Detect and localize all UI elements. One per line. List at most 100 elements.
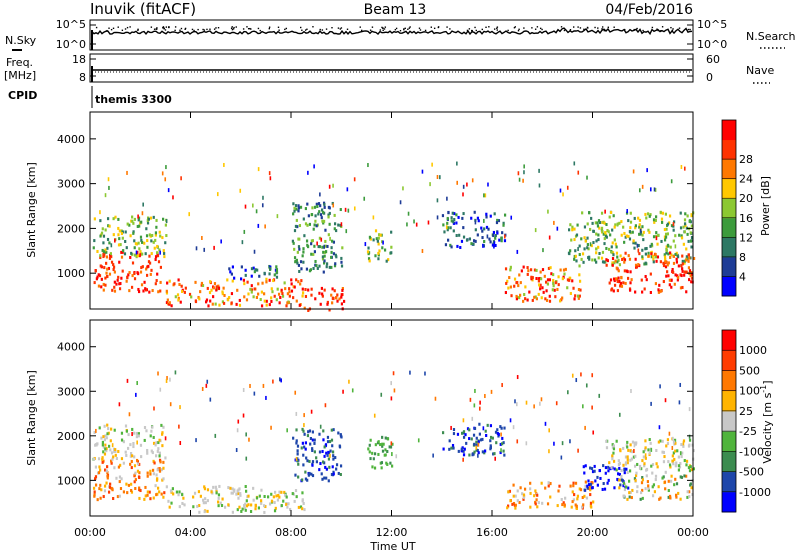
power-echo-cell [255,295,259,299]
power-echo-cell [112,263,115,267]
velocity-echo-cell [633,477,637,481]
velocity-echo-cell [326,440,330,444]
power-echo-cell [163,251,166,255]
velocity-echo-cell [468,453,471,457]
power-echo-cell [615,277,618,281]
velocity-echo-cell [120,477,123,481]
power-echo-cell [506,279,509,283]
velocity-echo-cell [196,504,199,508]
velocity-echo-cell [672,451,675,455]
power-echo-cell [606,229,609,233]
power-echo-cell [590,244,593,248]
velocity-echo-cell [499,442,502,446]
nsearch-point [325,28,328,30]
power-echo-cell [299,205,303,209]
velocity-echo-cell [311,447,314,451]
velocity-echo-cell [99,496,102,500]
velocity-echo-cell [156,468,159,472]
velocity-echo-cell [636,490,639,494]
velocity-echo-cell [685,463,688,467]
power-echo-cell [151,289,154,293]
velocity-echo-cell [332,472,335,476]
power-echo-cell [221,290,224,294]
nsearch-point [285,27,288,30]
velocity-echo-cell [598,469,602,473]
velocity-echo-cell [130,454,134,458]
power-echo-cell [639,228,642,233]
velocity-echo-cell [368,443,371,447]
power-echo-cell [573,227,576,231]
power-colorbar-swatch [722,159,736,180]
power-echo-cell [194,280,197,284]
velocity-echo-cell [666,438,670,442]
power-echo-cell [673,282,676,286]
velocity-echo-cell [282,499,285,503]
velocity-echo-cell [686,495,689,499]
velocity-echo-cell [492,452,495,456]
velocity-echo-cell [302,429,305,433]
velocity-echo-cell [643,448,647,452]
velocity-echo-cell [202,501,205,505]
power-echo-cell [462,184,465,189]
velocity-echo-cell [116,495,120,499]
velocity-echo-cell [318,450,322,454]
power-echo-cell [683,230,686,234]
power-echo-cell [104,193,107,198]
velocity-echo-cell [541,501,544,505]
power-echo-cell [324,244,327,248]
power-echo-cell [632,169,635,174]
velocity-echo-cell [584,425,586,430]
power-colorbar-tick-label: 8 [739,251,746,264]
velocity-echo-cell [162,477,165,481]
power-echo-cell [685,247,688,251]
power-echo-cell [340,295,343,299]
velocity-echo-cell [582,465,585,469]
power-echo-cell [331,301,334,305]
power-echo-cell [562,192,564,197]
velocity-echo-cell [386,450,389,454]
power-echo-cell [678,233,681,237]
nsearch-point [95,26,98,29]
power-echo-cell [245,298,249,302]
power-echo-cell [586,246,589,250]
velocity-echo-cell [330,472,334,476]
nsearch-point [513,27,516,29]
velocity-echo-cell [473,403,476,408]
velocity-echo-cell [667,495,670,499]
nsearch-point [202,28,204,31]
power-echo-cell [333,264,337,268]
power-echo-cell [293,247,296,251]
power-echo-cell [680,236,684,240]
power-echo-cell [456,180,459,185]
velocity-echo-cell [533,404,535,409]
velocity-echo-cell [564,496,567,500]
power-echo-cell [546,278,550,282]
velocity-echo-cell [687,444,691,448]
nsearch-point [496,26,499,28]
velocity-echo-cell [137,434,140,438]
power-echo-cell [257,223,260,228]
nsearch-point [433,27,436,30]
power-echo-cell [688,278,691,282]
power-colorbar-frame [721,119,737,297]
power-colorbar-swatch [722,276,736,297]
power-echo-cell [685,258,688,262]
power-echo-cell [302,250,305,254]
velocity-colorbar-swatch [722,330,736,351]
velocity-echo-cell [377,440,380,444]
power-echo-cell [238,298,241,302]
velocity-echo-cell [132,442,135,446]
power-echo-cell [592,229,595,233]
velocity-echo-cell [104,443,107,447]
velocity-echo-cell [581,496,584,500]
freq-tick-bottom: 8 [79,71,86,84]
velocity-echo-cell [106,423,109,427]
power-echo-cell [136,271,139,275]
power-echo-cell [143,241,146,245]
power-echo-cell [99,254,102,258]
power-echo-cell [625,234,628,238]
power-echo-cell [568,278,571,282]
nsearch-point [112,27,115,29]
velocity-echo-cell [150,429,153,433]
velocity-echo-cell [641,476,644,480]
